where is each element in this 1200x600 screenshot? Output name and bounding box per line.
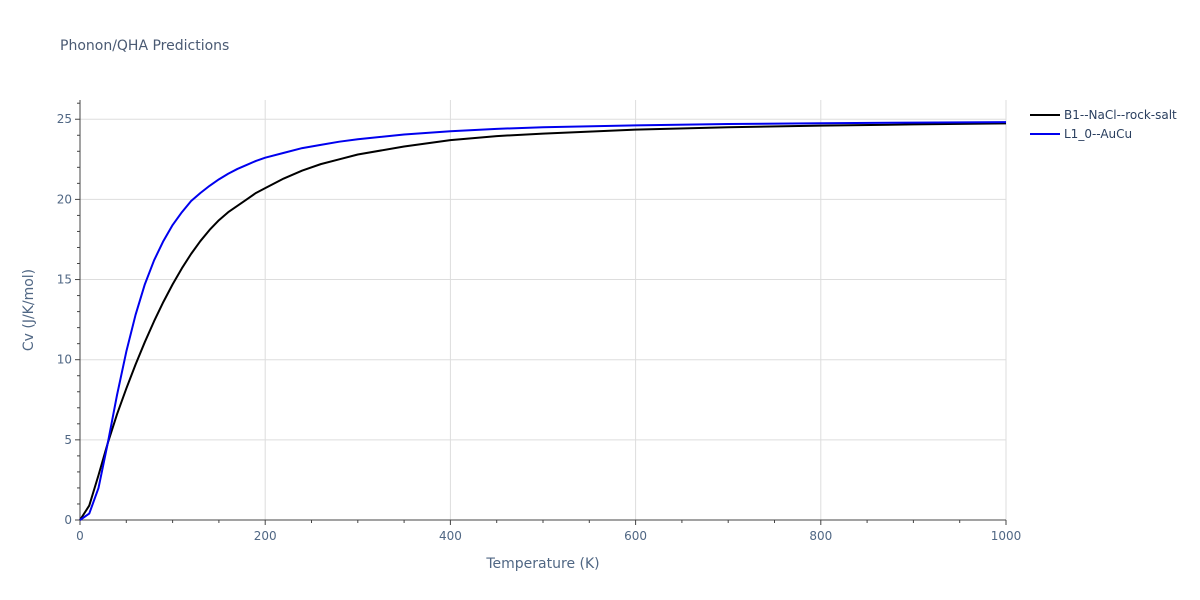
y-tick-label: 15: [57, 273, 72, 287]
y-tick-label: 5: [64, 433, 72, 447]
x-tick-label: 200: [254, 529, 277, 543]
y-axis-title: Cv (J/K/mol): [21, 269, 37, 351]
legend-item-2[interactable]: L1_0--AuCu: [1030, 127, 1132, 141]
axes-layer: 0 200 400 600 800 1000 0 5 10 15 20 25: [57, 100, 1022, 543]
series-line-2: [79, 121, 1007, 521]
y-tick-label: 20: [57, 192, 72, 206]
x-tick-label: 1000: [991, 529, 1022, 543]
y-tick-label: 25: [57, 112, 72, 126]
x-tick-label: 600: [624, 529, 647, 543]
legend-label: L1_0--AuCu: [1064, 127, 1132, 141]
x-tick-label: 400: [439, 529, 462, 543]
x-tick-label: 800: [809, 529, 832, 543]
legend[interactable]: B1--NaCl--rock-salt L1_0--AuCu: [1030, 108, 1177, 141]
series-line-1: [79, 122, 1007, 521]
chart-title: Phonon/QHA Predictions: [60, 38, 229, 54]
y-tick-label: 0: [64, 513, 72, 527]
series-layer: [79, 121, 1007, 521]
legend-item-1[interactable]: B1--NaCl--rock-salt: [1030, 108, 1177, 122]
y-tick-label: 10: [57, 353, 72, 367]
x-axis-title: Temperature (K): [485, 556, 599, 572]
grid-layer: [80, 100, 1007, 520]
x-tick-label: 0: [76, 529, 84, 543]
legend-label: B1--NaCl--rock-salt: [1064, 108, 1177, 122]
